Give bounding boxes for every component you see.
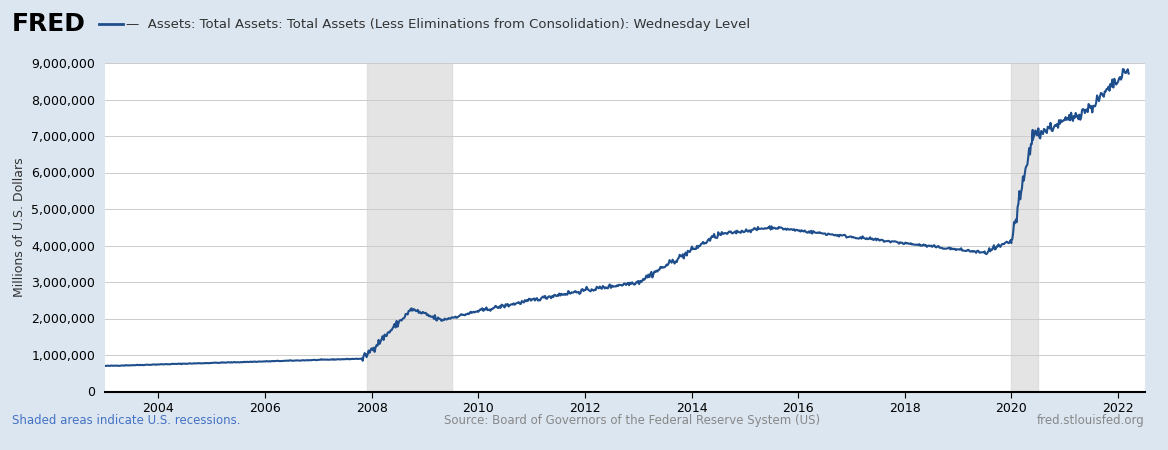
Text: FRED: FRED <box>12 12 85 36</box>
Text: Shaded areas indicate U.S. recessions.: Shaded areas indicate U.S. recessions. <box>12 414 241 427</box>
Y-axis label: Millions of U.S. Dollars: Millions of U.S. Dollars <box>13 158 26 297</box>
Text: fred.stlouisfed.org: fred.stlouisfed.org <box>1037 414 1145 427</box>
Bar <box>1011 63 1038 392</box>
Text: Source: Board of Governors of the Federal Reserve System (US): Source: Board of Governors of the Federa… <box>444 414 820 427</box>
Bar <box>367 63 452 392</box>
Text: —  Assets: Total Assets: Total Assets (Less Eliminations from Consolidation): We: — Assets: Total Assets: Total Assets (Le… <box>126 18 750 31</box>
